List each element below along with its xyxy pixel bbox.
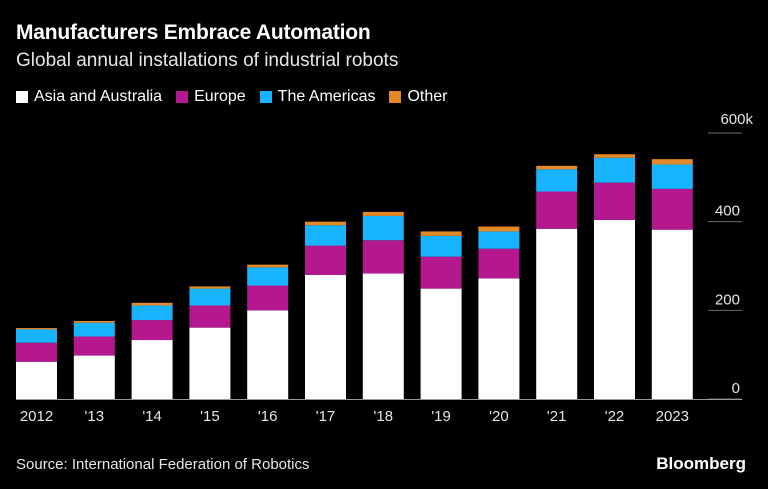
bar-segment-europe [16,342,57,362]
bar-segment-the-americas [536,169,578,192]
bar-segment-asia-and-australia [362,273,404,399]
legend-label-other: Other [407,88,448,105]
bar-segment-other [247,264,289,268]
bar-segment-europe [420,256,462,289]
bar-segment-other [420,231,462,236]
bar-segment-europe [305,245,346,275]
bar-segment-asia-and-australia [16,361,57,399]
bar-segment-the-americas [189,288,231,306]
legend-item-asia: Asia and Australia [16,88,162,106]
bar-segment-asia-and-australia [189,327,231,399]
x-tick-label: 2012 [20,408,53,425]
bar-segment-the-americas [420,235,462,257]
x-tick-label: '19 [431,408,451,425]
y-tick-label: 200 [715,291,740,308]
x-tick-label: '18 [374,408,394,425]
legend-swatch-americas [259,91,272,103]
bar-segment-europe [247,285,289,311]
bar-segment-europe [131,320,173,341]
bar-segment-europe [651,188,693,230]
legend-item-americas: The Americas [259,88,376,106]
legend-swatch-other [389,91,402,103]
bar-segment-asia-and-australia [131,340,173,399]
bloomberg-logo: Bloomberg [656,454,746,473]
bar-segment-asia-and-australia [305,274,346,399]
x-tick-label: '13 [85,408,105,425]
x-tick-label: '16 [258,408,278,425]
x-tick-label: '20 [489,408,509,425]
bar-segment-asia-and-australia [651,229,693,399]
bar-segment-asia-and-australia [73,355,115,399]
bar-segment-other [305,221,346,226]
legend-item-other: Other [389,88,448,106]
bar-segment-asia-and-australia [478,278,520,399]
legend-swatch-europe [176,91,189,103]
bar-segment-europe [362,240,404,274]
bar-segment-europe [478,248,520,279]
legend-label-americas: The Americas [277,88,376,105]
legend-label-asia: Asia and Australia [34,88,163,105]
bar-segment-the-americas [305,225,346,246]
x-tick-label: '17 [316,408,336,425]
bar-segment-the-americas [131,305,173,321]
x-tick-label: 2023 [656,408,689,425]
bar-segment-asia-and-australia [247,310,289,399]
source-note: Source: International Federation of Robo… [16,456,310,473]
chart-subtitle: Global annual installations of industria… [16,50,399,71]
x-tick-label: '15 [200,408,220,425]
legend-swatch-asia [16,91,28,103]
y-tick-label: 400 [715,203,740,220]
chart-title: Manufacturers Embrace Automation [16,21,371,44]
bar-segment-asia-and-australia [594,219,635,399]
bar-segment-the-americas [594,157,635,183]
legend: Asia and Australia Europe The Americas O… [16,88,462,106]
bar-segment-the-americas [73,322,115,337]
bar-segment-other [73,320,115,323]
bar-segment-other [16,328,57,330]
y-axis-top-label: 600k [720,111,753,128]
bar-segment-other [594,154,635,158]
bar-segment-other [478,226,520,232]
x-tick-label: '22 [605,408,625,425]
bar-segment-europe [536,191,578,229]
bar-segment-asia-and-australia [420,288,462,399]
bar-segment-other [131,302,173,306]
bar-segment-the-americas [362,215,404,241]
x-tick-label: '14 [142,408,162,425]
y-tick-label: 0 [732,380,740,397]
bar-segment-the-americas [651,164,693,189]
bar-segment-the-americas [478,231,520,249]
bar-segment-other [362,211,404,216]
bar-segment-other [536,165,578,170]
bar-segment-other [189,286,231,289]
legend-label-europe: Europe [194,88,246,105]
bar-segment-europe [594,182,635,220]
bar-segment-asia-and-australia [536,228,578,399]
bar-segment-europe [73,336,115,356]
x-tick-label: '21 [547,408,567,425]
bar-segment-the-americas [16,329,57,343]
bar-segment-europe [189,305,231,328]
bar-segment-other [651,159,693,165]
legend-item-europe: Europe [176,88,246,106]
bar-segment-the-americas [247,267,289,286]
